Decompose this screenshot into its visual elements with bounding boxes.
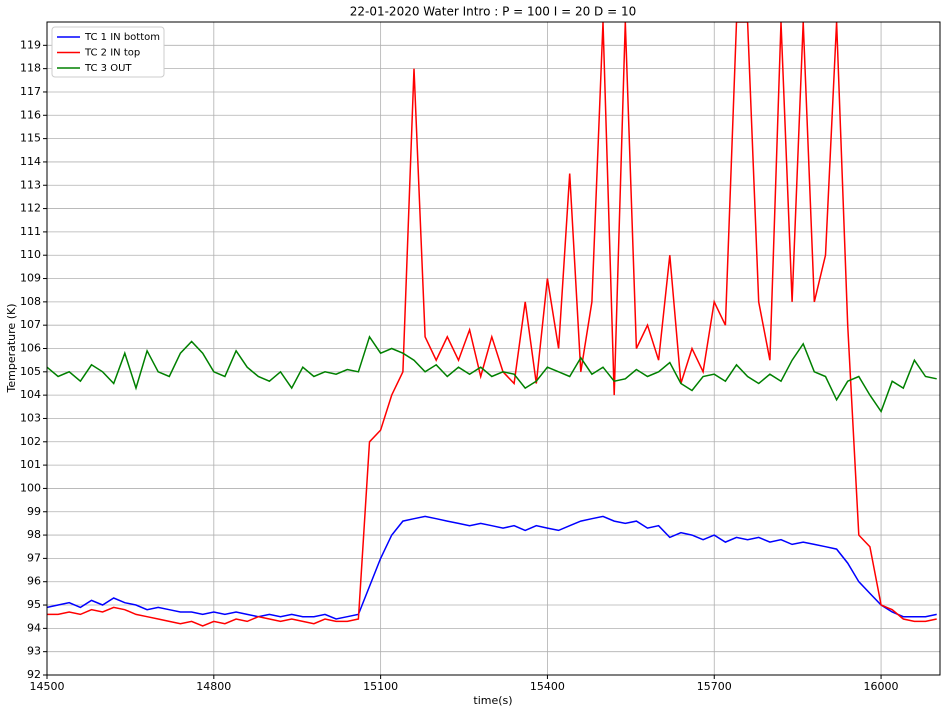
y-tick-label: 101 (20, 458, 41, 471)
y-tick-label: 110 (20, 248, 41, 261)
y-tick-label: 103 (20, 411, 41, 424)
legend-box (51, 26, 165, 78)
x-tick-label: 15100 (363, 680, 398, 693)
x-tick-label: 16000 (864, 680, 899, 693)
legend-label: TC 3 OUT (84, 63, 132, 74)
y-tick-label: 98 (27, 528, 41, 541)
y-tick-label: 102 (20, 435, 41, 448)
plot-frame (46, 21, 941, 676)
y-tick-label: 109 (20, 272, 41, 285)
y-tick-label: 92 (27, 668, 41, 681)
x-tick-label: 15700 (697, 680, 732, 693)
y-tick-label: 96 (27, 575, 41, 588)
y-tick-label: 99 (27, 505, 41, 518)
y-tick-label: 97 (27, 551, 41, 564)
y-tick-label: 111 (20, 225, 41, 238)
series-line (47, 22, 937, 627)
y-tick-label: 108 (20, 295, 41, 308)
y-tick-label: 112 (20, 202, 41, 215)
y-tick-label: 115 (20, 132, 41, 145)
x-tick-label: 15400 (530, 680, 565, 693)
y-tick-label: 93 (27, 645, 41, 658)
y-tick-label: 104 (20, 388, 41, 401)
chart-title: 22-01-2020 Water Intro : P = 100 I = 20 … (350, 5, 637, 19)
y-tick-label: 117 (20, 85, 41, 98)
x-axis-label: time(s) (473, 694, 512, 707)
series-line (47, 335, 937, 414)
legend-label: TC 2 IN top (84, 48, 140, 59)
y-tick-label: 118 (20, 62, 41, 75)
legend-label: TC 1 IN bottom (84, 32, 160, 43)
y-tick-label: 95 (27, 598, 41, 611)
x-tick-label: 14800 (196, 680, 231, 693)
series-line (47, 515, 937, 620)
y-tick-label: 105 (20, 365, 41, 378)
y-tick-label: 114 (20, 155, 41, 168)
plot-lines (47, 22, 937, 627)
y-axis-label: Temperature (K) (5, 304, 18, 394)
y-tick-label: 113 (20, 178, 41, 191)
y-tick-label: 100 (20, 481, 41, 494)
x-tick-label: 14500 (30, 680, 65, 693)
y-tick-label: 106 (20, 342, 41, 355)
y-tick-label: 119 (20, 38, 41, 51)
y-tick-label: 94 (27, 621, 41, 634)
y-tick-label: 107 (20, 318, 41, 331)
y-tick-label: 116 (20, 108, 41, 121)
